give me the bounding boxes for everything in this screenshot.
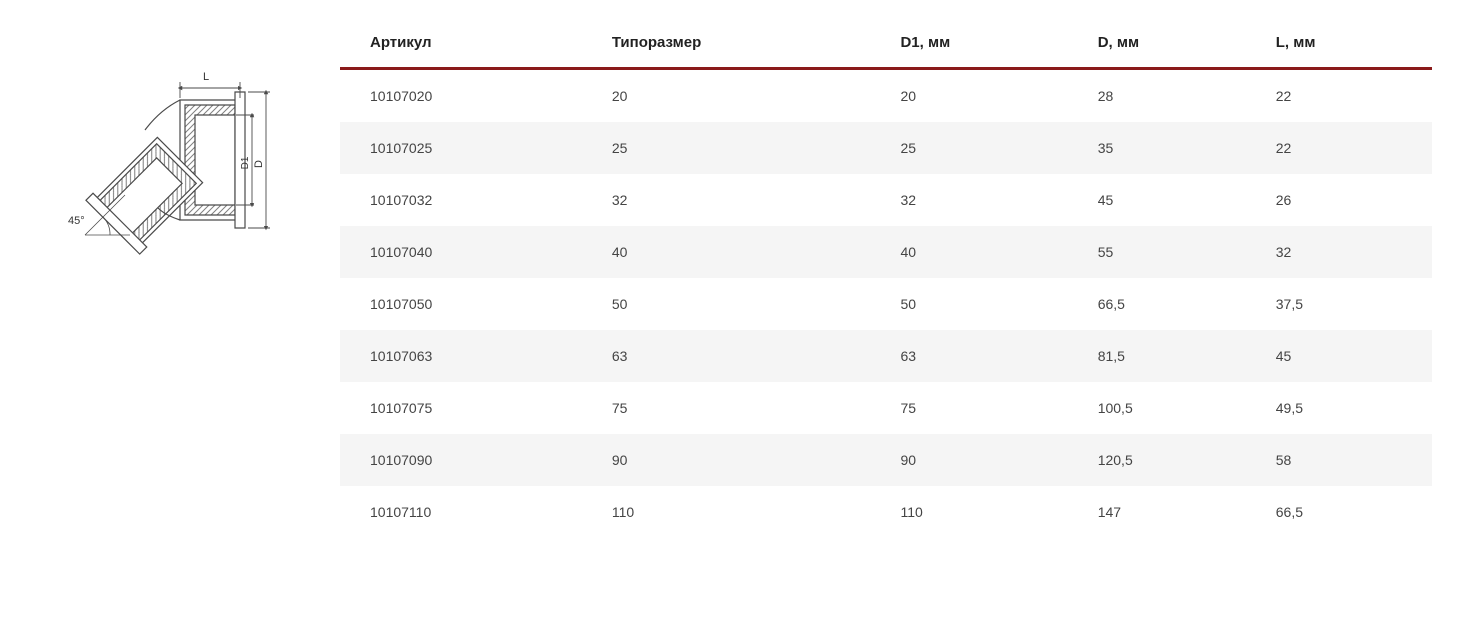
col-header-article: Артикул: [340, 20, 594, 69]
cell-d: 100,5: [1080, 382, 1258, 434]
cell-l: 26: [1258, 174, 1432, 226]
technical-diagram: L D D1 45°: [30, 20, 310, 265]
cell-size: 20: [594, 69, 883, 123]
col-header-d1: D1, мм: [882, 20, 1079, 69]
cell-article: 10107110: [340, 486, 594, 538]
cell-d: 45: [1080, 174, 1258, 226]
col-header-size: Типоразмер: [594, 20, 883, 69]
table-header: Артикул Типоразмер D1, мм D, мм L, мм: [340, 20, 1432, 69]
table-body: 10107020 20 20 28 22 10107025 25 25 35 2…: [340, 69, 1432, 539]
cell-d: 147: [1080, 486, 1258, 538]
cell-article: 10107050: [340, 278, 594, 330]
cell-size: 25: [594, 122, 883, 174]
cell-d: 120,5: [1080, 434, 1258, 486]
cell-size: 90: [594, 434, 883, 486]
dim-label-L: L: [203, 71, 209, 83]
cell-d1: 50: [882, 278, 1079, 330]
angle-label: 45°: [68, 215, 85, 227]
cell-d1: 20: [882, 69, 1079, 123]
cell-article: 10107032: [340, 174, 594, 226]
cell-size: 75: [594, 382, 883, 434]
cell-d: 35: [1080, 122, 1258, 174]
dim-label-D: D: [253, 160, 265, 168]
cell-article: 10107020: [340, 69, 594, 123]
spec-table: Артикул Типоразмер D1, мм D, мм L, мм 10…: [340, 20, 1432, 538]
col-header-l: L, мм: [1258, 20, 1432, 69]
table-row: 10107020 20 20 28 22: [340, 69, 1432, 123]
table-row: 10107032 32 32 45 26: [340, 174, 1432, 226]
cell-article: 10107063: [340, 330, 594, 382]
cell-article: 10107090: [340, 434, 594, 486]
cell-article: 10107025: [340, 122, 594, 174]
cell-l: 22: [1258, 69, 1432, 123]
dim-label-D1: D1: [240, 156, 251, 169]
cell-size: 32: [594, 174, 883, 226]
cell-d: 55: [1080, 226, 1258, 278]
elbow-45-diagram: L D D1 45°: [30, 60, 280, 260]
table-row: 10107110 110 110 147 66,5: [340, 486, 1432, 538]
cell-l: 58: [1258, 434, 1432, 486]
page-layout: L D D1 45°: [30, 20, 1432, 538]
cell-d1: 63: [882, 330, 1079, 382]
cell-size: 50: [594, 278, 883, 330]
cell-d: 66,5: [1080, 278, 1258, 330]
spec-table-container: Артикул Типоразмер D1, мм D, мм L, мм 10…: [340, 20, 1432, 538]
cell-size: 110: [594, 486, 883, 538]
table-row: 10107025 25 25 35 22: [340, 122, 1432, 174]
cell-l: 32: [1258, 226, 1432, 278]
cell-article: 10107040: [340, 226, 594, 278]
table-row: 10107040 40 40 55 32: [340, 226, 1432, 278]
cell-d: 81,5: [1080, 330, 1258, 382]
cell-l: 49,5: [1258, 382, 1432, 434]
cell-d1: 32: [882, 174, 1079, 226]
cell-d1: 110: [882, 486, 1079, 538]
table-row: 10107075 75 75 100,5 49,5: [340, 382, 1432, 434]
cell-l: 37,5: [1258, 278, 1432, 330]
cell-l: 45: [1258, 330, 1432, 382]
table-row: 10107063 63 63 81,5 45: [340, 330, 1432, 382]
cell-l: 66,5: [1258, 486, 1432, 538]
cell-d1: 75: [882, 382, 1079, 434]
cell-d1: 90: [882, 434, 1079, 486]
col-header-d: D, мм: [1080, 20, 1258, 69]
cell-size: 40: [594, 226, 883, 278]
cell-d1: 25: [882, 122, 1079, 174]
cell-l: 22: [1258, 122, 1432, 174]
table-row: 10107090 90 90 120,5 58: [340, 434, 1432, 486]
cell-d: 28: [1080, 69, 1258, 123]
cell-size: 63: [594, 330, 883, 382]
cell-d1: 40: [882, 226, 1079, 278]
table-row: 10107050 50 50 66,5 37,5: [340, 278, 1432, 330]
cell-article: 10107075: [340, 382, 594, 434]
